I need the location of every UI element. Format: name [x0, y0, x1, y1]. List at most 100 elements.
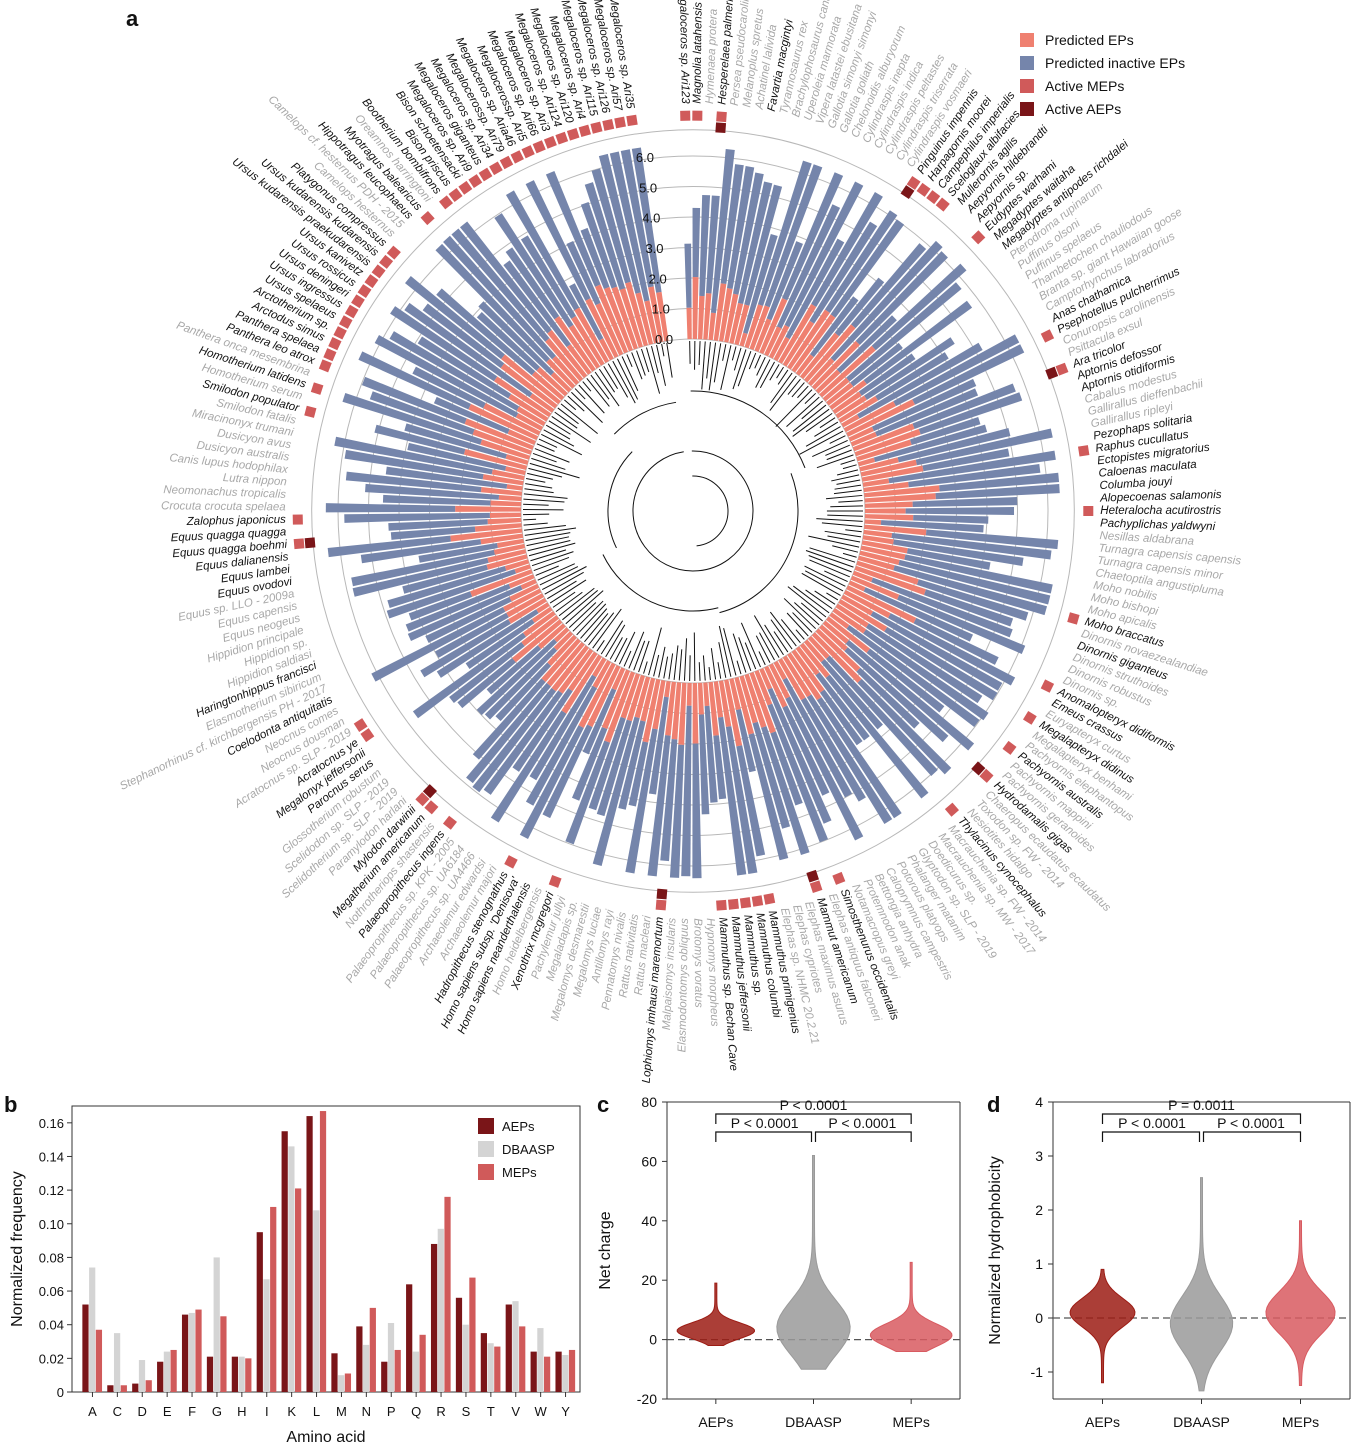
- bar-dbaasp: [412, 1351, 420, 1392]
- bar-predicted-eps: [791, 649, 825, 693]
- y-tick-label: 0.08: [39, 1250, 64, 1265]
- bar-predicted-inactive-eps: [863, 629, 989, 721]
- tree-branch: [825, 444, 850, 456]
- tree-branch: [769, 364, 780, 381]
- bar-predicted-inactive-eps: [743, 233, 778, 334]
- bar-aeps: [381, 1361, 388, 1392]
- radial-tick-label: 3.0: [645, 241, 663, 256]
- bar-predicted-eps: [768, 324, 790, 359]
- tree-branch: [776, 366, 784, 379]
- legend-label: Predicted inactive EPs: [1045, 54, 1186, 71]
- tree-branch: [527, 539, 571, 552]
- tree-branch: [832, 545, 859, 553]
- x-tick-label: Y: [561, 1404, 570, 1419]
- hydrophobicity-violin-chart: -1 0 1 2 3 4 Normalized hydrophobicity AEPs DBAA…: [987, 1094, 1351, 1430]
- tree-branch: [793, 585, 830, 614]
- tree-branch: [623, 650, 632, 667]
- bar-predicted-eps: [507, 429, 536, 445]
- bar-predicted-eps: [574, 307, 610, 363]
- bar-predicted-eps: [787, 652, 822, 701]
- active-mep-marker: [566, 128, 580, 141]
- bar-predicted-inactive-eps: [434, 612, 509, 658]
- bar-predicted-inactive-eps: [836, 315, 897, 374]
- tree-branch: [755, 359, 771, 388]
- bar-predicted-inactive-eps: [863, 587, 974, 642]
- tree-branch: [805, 550, 854, 568]
- x-tick-label: M: [336, 1404, 347, 1419]
- bar-aeps: [107, 1385, 114, 1392]
- tree-branch: [523, 522, 548, 526]
- bar-meps: [220, 1316, 227, 1392]
- species-label: Hymenaea protera: [704, 9, 720, 105]
- bar-predicted-eps: [587, 665, 621, 728]
- tree-branch: [814, 590, 836, 605]
- tree-branch: [528, 467, 563, 478]
- bar-predicted-eps: [787, 309, 830, 370]
- tree-branch: [836, 469, 859, 476]
- tree-branch: [831, 474, 860, 482]
- legend-swatch-active-aeps: [1020, 101, 1034, 116]
- violin-aeps: [676, 1282, 755, 1347]
- bar-predicted-eps: [832, 391, 862, 415]
- tree-branch: [733, 347, 742, 371]
- tree-branch: [720, 345, 732, 391]
- bar-predicted-eps: [585, 298, 619, 358]
- active-mep-marker: [364, 274, 379, 289]
- bar-predicted-inactive-eps: [904, 554, 1053, 594]
- active-mep-marker: [655, 899, 667, 911]
- tree-branch: [549, 579, 587, 604]
- bar-predicted-eps: [652, 680, 666, 730]
- tree-branch: [740, 622, 761, 668]
- bar-predicted-eps: [547, 634, 577, 667]
- bar-predicted-inactive-eps: [871, 577, 1013, 638]
- bar-meps: [394, 1349, 401, 1392]
- species-label: Malpaisomys insularis: [661, 917, 679, 1030]
- bar-predicted-inactive-eps: [472, 678, 546, 760]
- tree-branch: [651, 346, 659, 374]
- bar-predicted-inactive-eps: [858, 353, 916, 396]
- tree-branch: [805, 426, 841, 447]
- bar-predicted-inactive-eps: [845, 640, 975, 751]
- radial-tick-label: 2.0: [649, 271, 667, 286]
- bar-predicted-inactive-eps: [494, 213, 574, 328]
- bar-predicted-eps: [808, 357, 835, 387]
- active-mep-marker: [971, 230, 986, 245]
- bar-predicted-inactive-eps: [782, 705, 830, 796]
- bar-predicted-eps: [642, 679, 661, 743]
- tree-branch: [701, 341, 706, 390]
- tree-branch: [804, 570, 844, 592]
- active-mep-marker: [979, 768, 994, 783]
- tree-branch: [710, 648, 717, 680]
- p-value-label: P < 0.0001: [1118, 1115, 1186, 1131]
- tree-branch: [732, 633, 747, 673]
- active-mep-marker: [1067, 612, 1080, 625]
- bar-predicted-eps: [531, 606, 553, 623]
- bar-aeps: [157, 1361, 164, 1392]
- tree-branch: [702, 655, 706, 681]
- tree-branch: [816, 518, 863, 522]
- tree-arc: [602, 554, 719, 612]
- bar-predicted-inactive-eps: [425, 596, 512, 643]
- bar-predicted-eps: [640, 677, 656, 722]
- tree-branch: [838, 500, 863, 503]
- tree-branch: [543, 429, 575, 447]
- bar-predicted-inactive-eps: [571, 726, 608, 801]
- tree-branch: [536, 443, 555, 452]
- bar-dbaasp: [113, 1333, 121, 1392]
- bar-predicted-eps: [521, 615, 559, 647]
- bar-predicted-inactive-eps: [457, 657, 516, 709]
- bar-predicted-inactive-eps: [737, 181, 773, 305]
- bar-predicted-inactive-eps: [405, 276, 505, 360]
- bar-predicted-inactive-eps: [374, 335, 519, 418]
- bar-predicted-inactive-eps: [912, 383, 1016, 429]
- tree-branch: [780, 619, 801, 644]
- tree-branch: [567, 395, 585, 412]
- active-mep-marker: [379, 254, 394, 269]
- tree-branch: [808, 555, 852, 573]
- active-mep-marker: [548, 875, 562, 888]
- active-aep-marker: [304, 537, 316, 549]
- x-tick-label: N: [362, 1404, 371, 1419]
- axes: 0 0.02 0.04 0.06 0.08 0.10 0.12 0.14 0.16 Normali…: [9, 1105, 581, 1446]
- bar-predicted-eps: [536, 366, 568, 397]
- bar-predicted-eps: [505, 466, 526, 476]
